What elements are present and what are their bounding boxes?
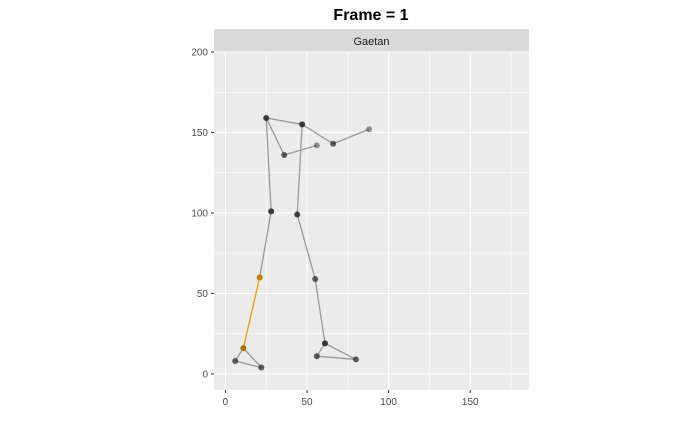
skeleton-point: [313, 353, 320, 360]
x-tick-label: 150: [462, 397, 479, 408]
skeleton-point: [258, 364, 265, 371]
skeleton-point: [313, 142, 320, 149]
y-tick-label: 0: [202, 369, 208, 380]
skeleton-segment: [242, 347, 262, 368]
highlighted-segment: [242, 277, 261, 349]
skeleton-segment: [314, 278, 326, 344]
highlighted-point: [240, 345, 247, 352]
skeleton-segment: [324, 342, 357, 360]
x-tick-label: 0: [223, 397, 229, 408]
skeleton-segment: [265, 117, 285, 156]
skeleton-point: [232, 358, 239, 365]
y-tick-label: 200: [191, 48, 208, 59]
highlighted-point-shade: [240, 345, 247, 352]
facet-label: Gaetan: [353, 36, 389, 48]
skeleton-point: [281, 152, 288, 159]
skeleton-segment: [266, 117, 303, 126]
skeleton-segment: [265, 117, 272, 212]
skeleton-point: [263, 114, 270, 121]
y-axis: 0 50 100 150 200: [191, 48, 214, 380]
highlighted-point-shade: [256, 274, 263, 281]
skeleton-segment: [316, 355, 357, 361]
skeleton-point: [321, 340, 328, 347]
skeleton-segment: [301, 123, 334, 145]
x-tick-label: 50: [301, 397, 313, 408]
highlighted-point: [256, 274, 263, 281]
skeleton-segment: [296, 124, 303, 215]
y-tick-label: 50: [197, 289, 209, 300]
x-axis: 0 50 100 150: [223, 390, 479, 408]
skeleton-point: [366, 126, 373, 133]
facet-strip: [214, 29, 529, 52]
plot-panel: [214, 52, 529, 390]
x-tick-label: 100: [380, 397, 397, 408]
gridlines: [214, 51, 529, 390]
y-tick-label: 150: [191, 128, 208, 139]
skeleton-segment: [332, 128, 370, 145]
skeleton-segment: [235, 360, 262, 369]
skeleton-points: [232, 114, 373, 371]
chart-title: Frame = 1: [333, 7, 408, 24]
skeleton-segment: [259, 211, 272, 278]
skeleton-segment: [296, 214, 316, 280]
skeleton-point: [352, 356, 359, 363]
skeleton-point: [294, 211, 301, 218]
skeleton-point: [330, 140, 337, 147]
skeleton-point: [312, 275, 319, 282]
y-tick-label: 100: [191, 208, 208, 219]
skeleton-point: [268, 208, 275, 215]
skeleton-point: [299, 121, 306, 128]
